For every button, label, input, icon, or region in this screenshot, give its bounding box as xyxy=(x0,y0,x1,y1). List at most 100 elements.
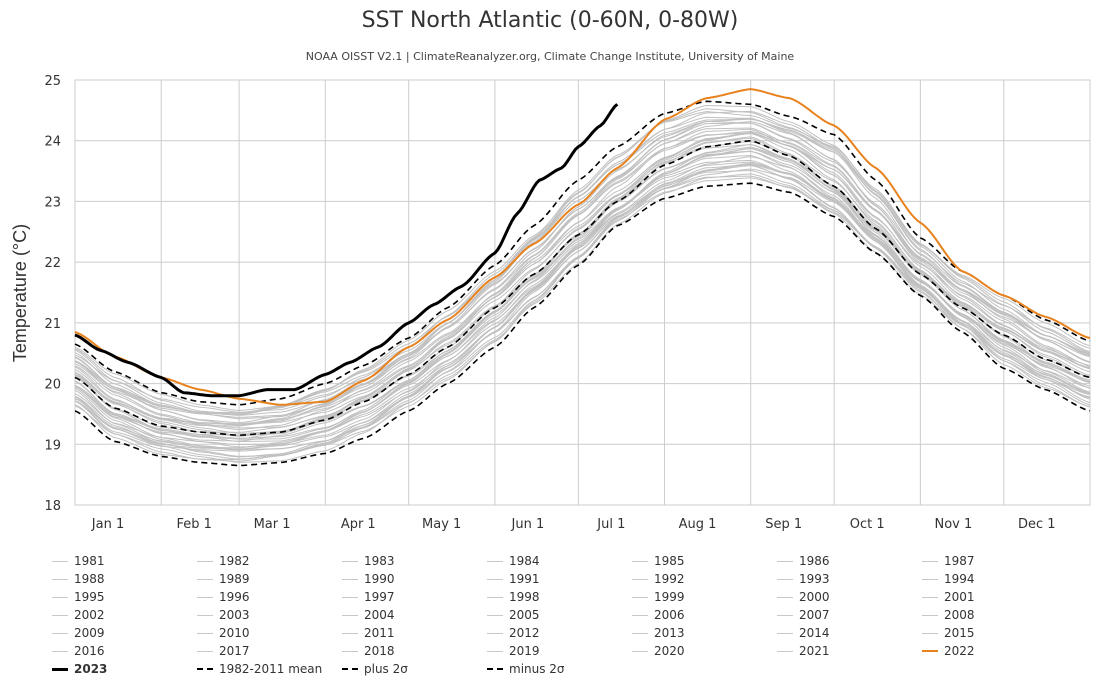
legend-label: 2008 xyxy=(944,608,975,622)
legend-swatch xyxy=(487,632,503,634)
legend-swatch xyxy=(342,668,358,670)
legend-item-2013[interactable]: 2013 xyxy=(632,624,685,642)
legend-swatch xyxy=(632,632,648,634)
series-line-2020 xyxy=(74,108,1091,416)
legend-label: 2023 xyxy=(74,662,108,676)
legend-label: 2013 xyxy=(654,626,685,640)
legend-item-plus-2-[interactable]: plus 2σ xyxy=(342,660,408,678)
legend-item-2005[interactable]: 2005 xyxy=(487,606,540,624)
legend-label: 2007 xyxy=(799,608,830,622)
legend-item-1982-2011-mean[interactable]: 1982-2011 mean xyxy=(197,660,322,678)
series-line-2017 xyxy=(74,118,1091,416)
legend-label: 1988 xyxy=(74,572,105,586)
series-line-1986 xyxy=(74,162,1091,450)
legend-label: 1981 xyxy=(74,554,105,568)
legend-item-minus-2-[interactable]: minus 2σ xyxy=(487,660,565,678)
x-tick-label: Apr 1 xyxy=(341,517,376,532)
x-tick-label: Jul 1 xyxy=(596,517,625,532)
legend-item-1989[interactable]: 1989 xyxy=(197,570,250,588)
legend-item-1990[interactable]: 1990 xyxy=(342,570,395,588)
legend-swatch xyxy=(342,560,358,562)
legend-swatch xyxy=(922,578,938,580)
legend-item-1981[interactable]: 1981 xyxy=(52,552,105,570)
legend-item-2018[interactable]: 2018 xyxy=(342,642,395,660)
legend-label: 2006 xyxy=(654,608,685,622)
legend-item-2023[interactable]: 2023 xyxy=(52,660,107,678)
legend-label: 2019 xyxy=(509,644,540,658)
legend-item-2009[interactable]: 2009 xyxy=(52,624,105,642)
legend-label: 2014 xyxy=(799,626,830,640)
series-line-2003 xyxy=(74,141,1091,433)
legend-item-1983[interactable]: 1983 xyxy=(342,552,395,570)
y-tick-label: 22 xyxy=(44,256,61,271)
x-tick-label: May 1 xyxy=(422,517,461,532)
legend-item-2011[interactable]: 2011 xyxy=(342,624,395,642)
legend-item-2017[interactable]: 2017 xyxy=(197,642,250,660)
legend-swatch xyxy=(197,596,213,598)
legend-item-1998[interactable]: 1998 xyxy=(487,588,540,606)
legend-item-2006[interactable]: 2006 xyxy=(632,606,685,624)
legend-item-1993[interactable]: 1993 xyxy=(777,570,830,588)
legend-item-1984[interactable]: 1984 xyxy=(487,552,540,570)
legend-label: 1997 xyxy=(364,590,395,604)
legend-label: 2010 xyxy=(219,626,250,640)
legend-item-2004[interactable]: 2004 xyxy=(342,606,395,624)
legend-item-2001[interactable]: 2001 xyxy=(922,588,975,606)
legend-label: plus 2σ xyxy=(364,662,408,676)
legend-item-2015[interactable]: 2015 xyxy=(922,624,975,642)
legend-item-2003[interactable]: 2003 xyxy=(197,606,250,624)
legend-label: 2018 xyxy=(364,644,395,658)
legend-item-2014[interactable]: 2014 xyxy=(777,624,830,642)
legend-item-1995[interactable]: 1995 xyxy=(52,588,105,606)
legend-item-2021[interactable]: 2021 xyxy=(777,642,830,660)
legend-item-2012[interactable]: 2012 xyxy=(487,624,540,642)
legend-item-2002[interactable]: 2002 xyxy=(52,606,105,624)
legend-label: 1982 xyxy=(219,554,250,568)
legend-label: 1998 xyxy=(509,590,540,604)
legend-swatch xyxy=(342,650,358,652)
legend-item-2019[interactable]: 2019 xyxy=(487,642,540,660)
legend-item-2007[interactable]: 2007 xyxy=(777,606,830,624)
legend-swatch xyxy=(197,632,213,634)
legend-item-2022[interactable]: 2022 xyxy=(922,642,975,660)
legend-swatch xyxy=(197,560,213,562)
legend-item-1999[interactable]: 1999 xyxy=(632,588,685,606)
legend-item-1994[interactable]: 1994 xyxy=(922,570,975,588)
mean-line xyxy=(74,139,1091,437)
series-line-1981 xyxy=(74,173,1091,463)
legend-item-2020[interactable]: 2020 xyxy=(632,642,685,660)
legend-label: 2020 xyxy=(654,644,685,658)
series-line-1982 xyxy=(74,169,1091,460)
background-year-lines xyxy=(74,104,1091,463)
series-line-2023 xyxy=(74,103,619,398)
legend-item-1988[interactable]: 1988 xyxy=(52,570,105,588)
series-line-2010 xyxy=(74,130,1091,425)
x-tick-label: Aug 1 xyxy=(679,517,717,532)
legend-item-2008[interactable]: 2008 xyxy=(922,606,975,624)
legend-item-1997[interactable]: 1997 xyxy=(342,588,395,606)
legend-item-2000[interactable]: 2000 xyxy=(777,588,830,606)
x-tick-label: Jun 1 xyxy=(511,517,545,532)
legend-item-1992[interactable]: 1992 xyxy=(632,570,685,588)
y-tick-label: 21 xyxy=(44,317,61,332)
legend-swatch xyxy=(197,614,213,616)
legend-item-1991[interactable]: 1991 xyxy=(487,570,540,588)
x-tick-label: Dec 1 xyxy=(1018,517,1056,532)
legend-item-1996[interactable]: 1996 xyxy=(197,588,250,606)
legend-item-1986[interactable]: 1986 xyxy=(777,552,830,570)
highlight-lines xyxy=(74,88,1091,467)
legend-swatch xyxy=(632,650,648,652)
y-tick-label: 23 xyxy=(44,195,61,210)
legend-label: 2003 xyxy=(219,608,250,622)
legend-item-2010[interactable]: 2010 xyxy=(197,624,250,642)
legend-swatch xyxy=(777,596,793,598)
legend-swatch xyxy=(922,596,938,598)
legend-item-1987[interactable]: 1987 xyxy=(922,552,975,570)
legend-swatch xyxy=(52,650,68,652)
legend-item-2016[interactable]: 2016 xyxy=(52,642,105,660)
y-tick-label: 25 xyxy=(44,74,61,89)
legend-label: 1990 xyxy=(364,572,395,586)
legend-swatch xyxy=(632,578,648,580)
legend-item-1985[interactable]: 1985 xyxy=(632,552,685,570)
legend-item-1982[interactable]: 1982 xyxy=(197,552,250,570)
